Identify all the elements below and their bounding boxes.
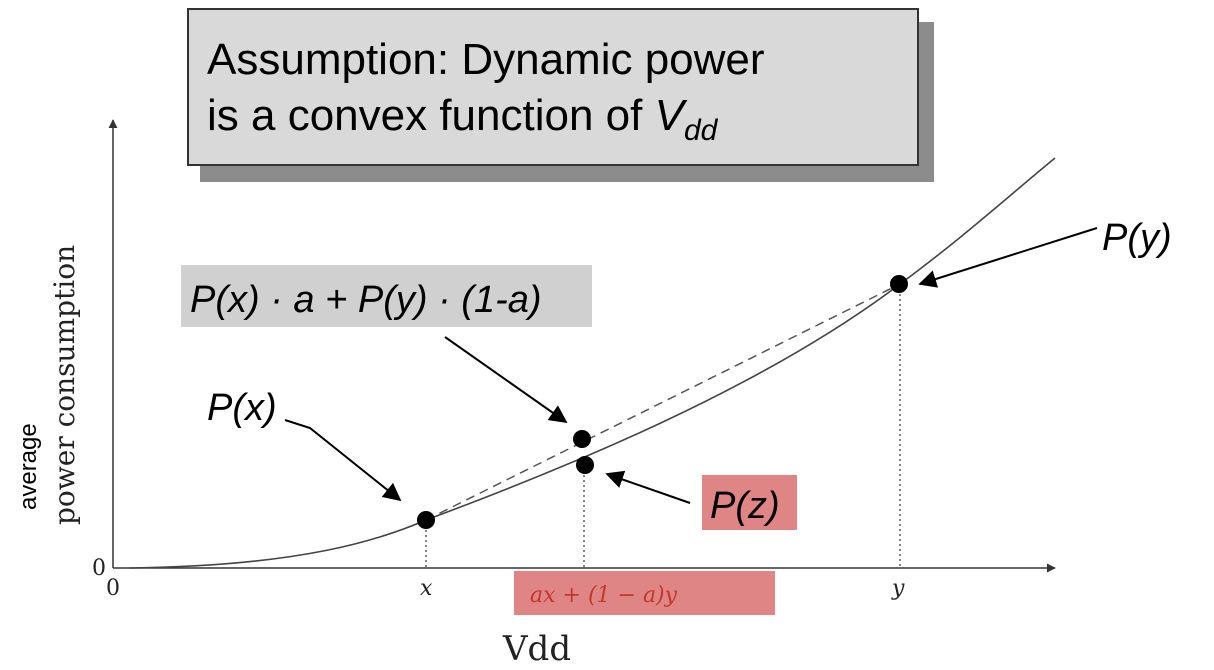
x-axis-label: Vdd: [502, 629, 571, 669]
title-var: V: [654, 91, 684, 140]
x-tick: x: [420, 576, 433, 601]
title-line-2: is a convex function of Vdd: [207, 88, 917, 159]
point-py: [890, 275, 908, 293]
arrow-px: [284, 419, 402, 502]
y-tick: y: [891, 576, 905, 601]
title-line-1: Assumption: Dynamic power: [207, 35, 765, 84]
chord-label: P(x) · a + P(y) · (1-a): [190, 279, 542, 321]
y-axis-label-top: average: [15, 423, 42, 510]
origin-y: 0: [92, 556, 106, 581]
title-var-sub: dd: [683, 114, 718, 147]
chord-line: [425, 283, 901, 521]
z-tick-bg: [514, 571, 775, 615]
point-px: [417, 511, 435, 529]
px-label: P(x): [207, 387, 277, 429]
title-box: Assumption: Dynamic power is a convex fu…: [187, 8, 919, 166]
arrow-pz: [605, 470, 691, 504]
point-chord: [573, 430, 591, 448]
y-axis-label: power consumption: [48, 245, 81, 525]
origin-x: 0: [106, 576, 120, 601]
point-pz: [576, 456, 594, 474]
arrow-chord: [444, 336, 568, 424]
chord-label-bg: [181, 265, 592, 327]
power-curve: [129, 157, 1056, 569]
py-label: P(y): [1102, 217, 1172, 259]
z-tick: ax + (1 − a)y: [530, 583, 678, 608]
pz-label: P(z): [710, 485, 780, 527]
pz-label-bg: [702, 475, 797, 530]
arrow-py: [918, 227, 1098, 288]
title-line-2-text: is a convex function of: [207, 91, 655, 140]
